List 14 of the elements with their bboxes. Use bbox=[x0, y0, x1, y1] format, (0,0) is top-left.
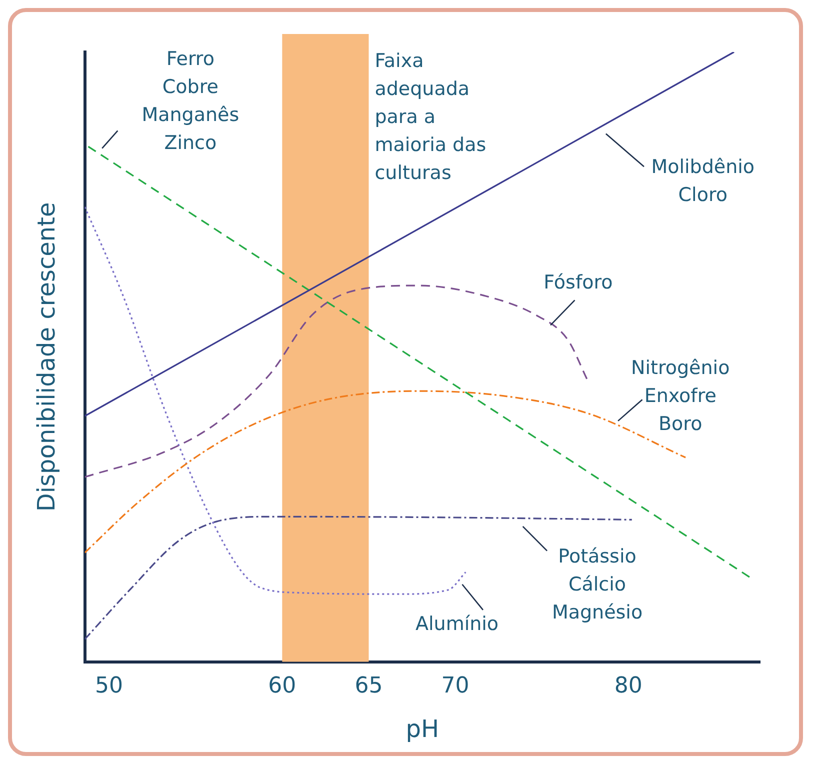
series-label: Nitrogênio Enxofre Boro bbox=[631, 357, 730, 436]
band-label: Faixa adequada para a maioria das culturas bbox=[374, 50, 486, 184]
series-label: Ferro Cobre Manganês Zinco bbox=[142, 48, 240, 154]
series-label: Fósforo bbox=[544, 272, 613, 294]
x-tick-label: 65 bbox=[354, 674, 383, 699]
x-tick-label: 60 bbox=[268, 674, 296, 699]
series-label: Alumínio bbox=[415, 613, 499, 636]
x-tick-label: 80 bbox=[614, 674, 642, 699]
x-tick-label: 50 bbox=[95, 674, 124, 699]
text: Molibdênio Cloro bbox=[651, 156, 755, 206]
series-label: Potássio Cálcio Magnésio bbox=[552, 545, 643, 624]
y-axis-title: Disponibilidade crescente bbox=[32, 202, 61, 512]
x-axis-title: pH bbox=[406, 714, 440, 743]
x-tick-label: 70 bbox=[441, 674, 470, 699]
